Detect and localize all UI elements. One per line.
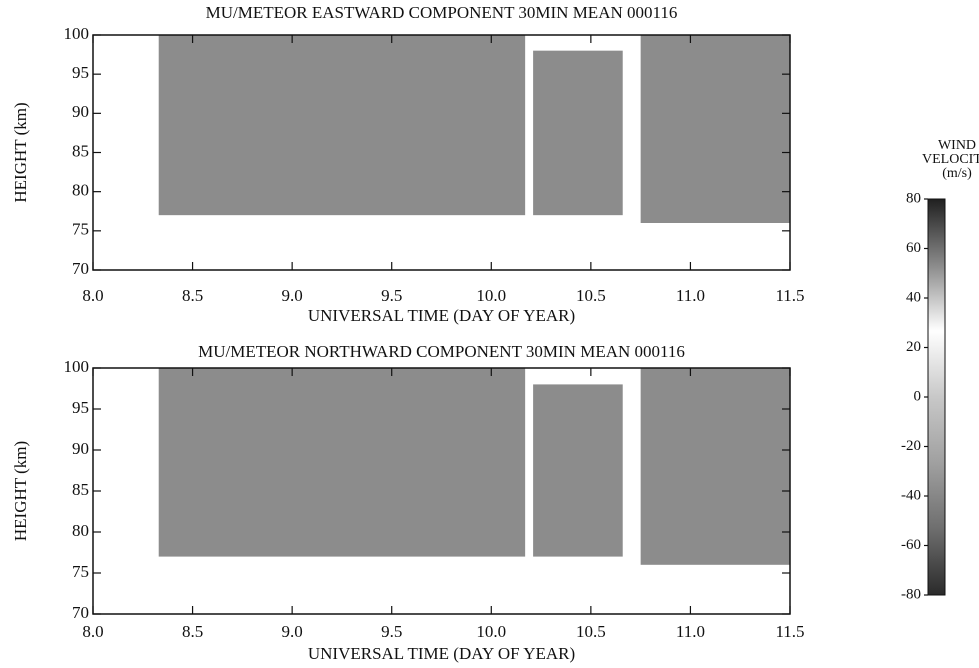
- y-tick-label: 85: [72, 141, 89, 160]
- data-coverage: [640, 35, 790, 223]
- x-tick-label: 8.5: [182, 286, 203, 305]
- x-tick-label: 10.0: [476, 286, 506, 305]
- x-tick-label: 11.0: [676, 622, 705, 641]
- y-axis-label: HEIGHT (km): [11, 102, 30, 202]
- y-tick-label: 70: [72, 259, 89, 278]
- colorbar-title: (m/s): [942, 166, 972, 181]
- colorbar-title: VELOCITY: [922, 152, 979, 167]
- x-tick-label: 9.0: [282, 622, 303, 641]
- colorbar-tick-label: -80: [901, 586, 921, 602]
- y-axis-label: HEIGHT (km): [11, 441, 30, 541]
- x-tick-label: 8.0: [82, 286, 103, 305]
- x-tick-label: 10.5: [576, 286, 606, 305]
- colorbar-tick-label: -20: [901, 438, 921, 454]
- colorbar-tick-label: -60: [901, 537, 921, 553]
- colorbar-title: WIND: [938, 138, 976, 153]
- x-tick-label: 9.5: [381, 286, 402, 305]
- y-tick-label: 95: [72, 63, 89, 82]
- x-tick-label: 9.0: [282, 286, 303, 305]
- colorbar-tick-label: 20: [906, 339, 921, 355]
- data-coverage: [158, 35, 526, 216]
- x-axis-label: UNIVERSAL TIME (DAY OF YEAR): [308, 644, 575, 663]
- y-tick-label: 90: [72, 439, 89, 458]
- colorbar-tick-label: 40: [906, 289, 921, 305]
- data-coverage: [533, 50, 623, 216]
- chart-title: MU/METEOR NORTHWARD COMPONENT 30MIN MEAN…: [198, 342, 685, 361]
- chart-title: MU/METEOR EASTWARD COMPONENT 30MIN MEAN …: [206, 3, 678, 22]
- y-tick-label: 70: [72, 603, 89, 622]
- colorbar-tick-label: -40: [901, 487, 921, 503]
- x-tick-label: 11.0: [676, 286, 705, 305]
- x-tick-label: 10.5: [576, 622, 606, 641]
- data-coverage: [158, 368, 526, 557]
- y-tick-label: 90: [72, 102, 89, 121]
- x-tick-label: 8.5: [182, 622, 203, 641]
- y-tick-label: 95: [72, 398, 89, 417]
- y-tick-label: 80: [72, 181, 89, 200]
- y-tick-label: 75: [72, 220, 89, 239]
- y-tick-label: 75: [72, 562, 89, 581]
- y-tick-label: 100: [64, 24, 90, 43]
- x-tick-label: 11.5: [775, 622, 804, 641]
- data-coverage: [533, 384, 623, 557]
- x-tick-label: 8.0: [82, 622, 103, 641]
- data-coverage: [640, 368, 790, 565]
- y-tick-label: 85: [72, 480, 89, 499]
- colorbar-tick-label: 60: [906, 240, 921, 256]
- x-tick-label: 10.0: [476, 622, 506, 641]
- colorbar: [927, 198, 946, 596]
- x-tick-label: 9.5: [381, 622, 402, 641]
- colorbar-tick-label: 80: [906, 190, 921, 206]
- y-tick-label: 100: [64, 357, 90, 376]
- colorbar-tick-label: 0: [914, 388, 922, 404]
- x-axis-label: UNIVERSAL TIME (DAY OF YEAR): [308, 306, 575, 325]
- y-tick-label: 80: [72, 521, 89, 540]
- x-tick-label: 11.5: [775, 286, 804, 305]
